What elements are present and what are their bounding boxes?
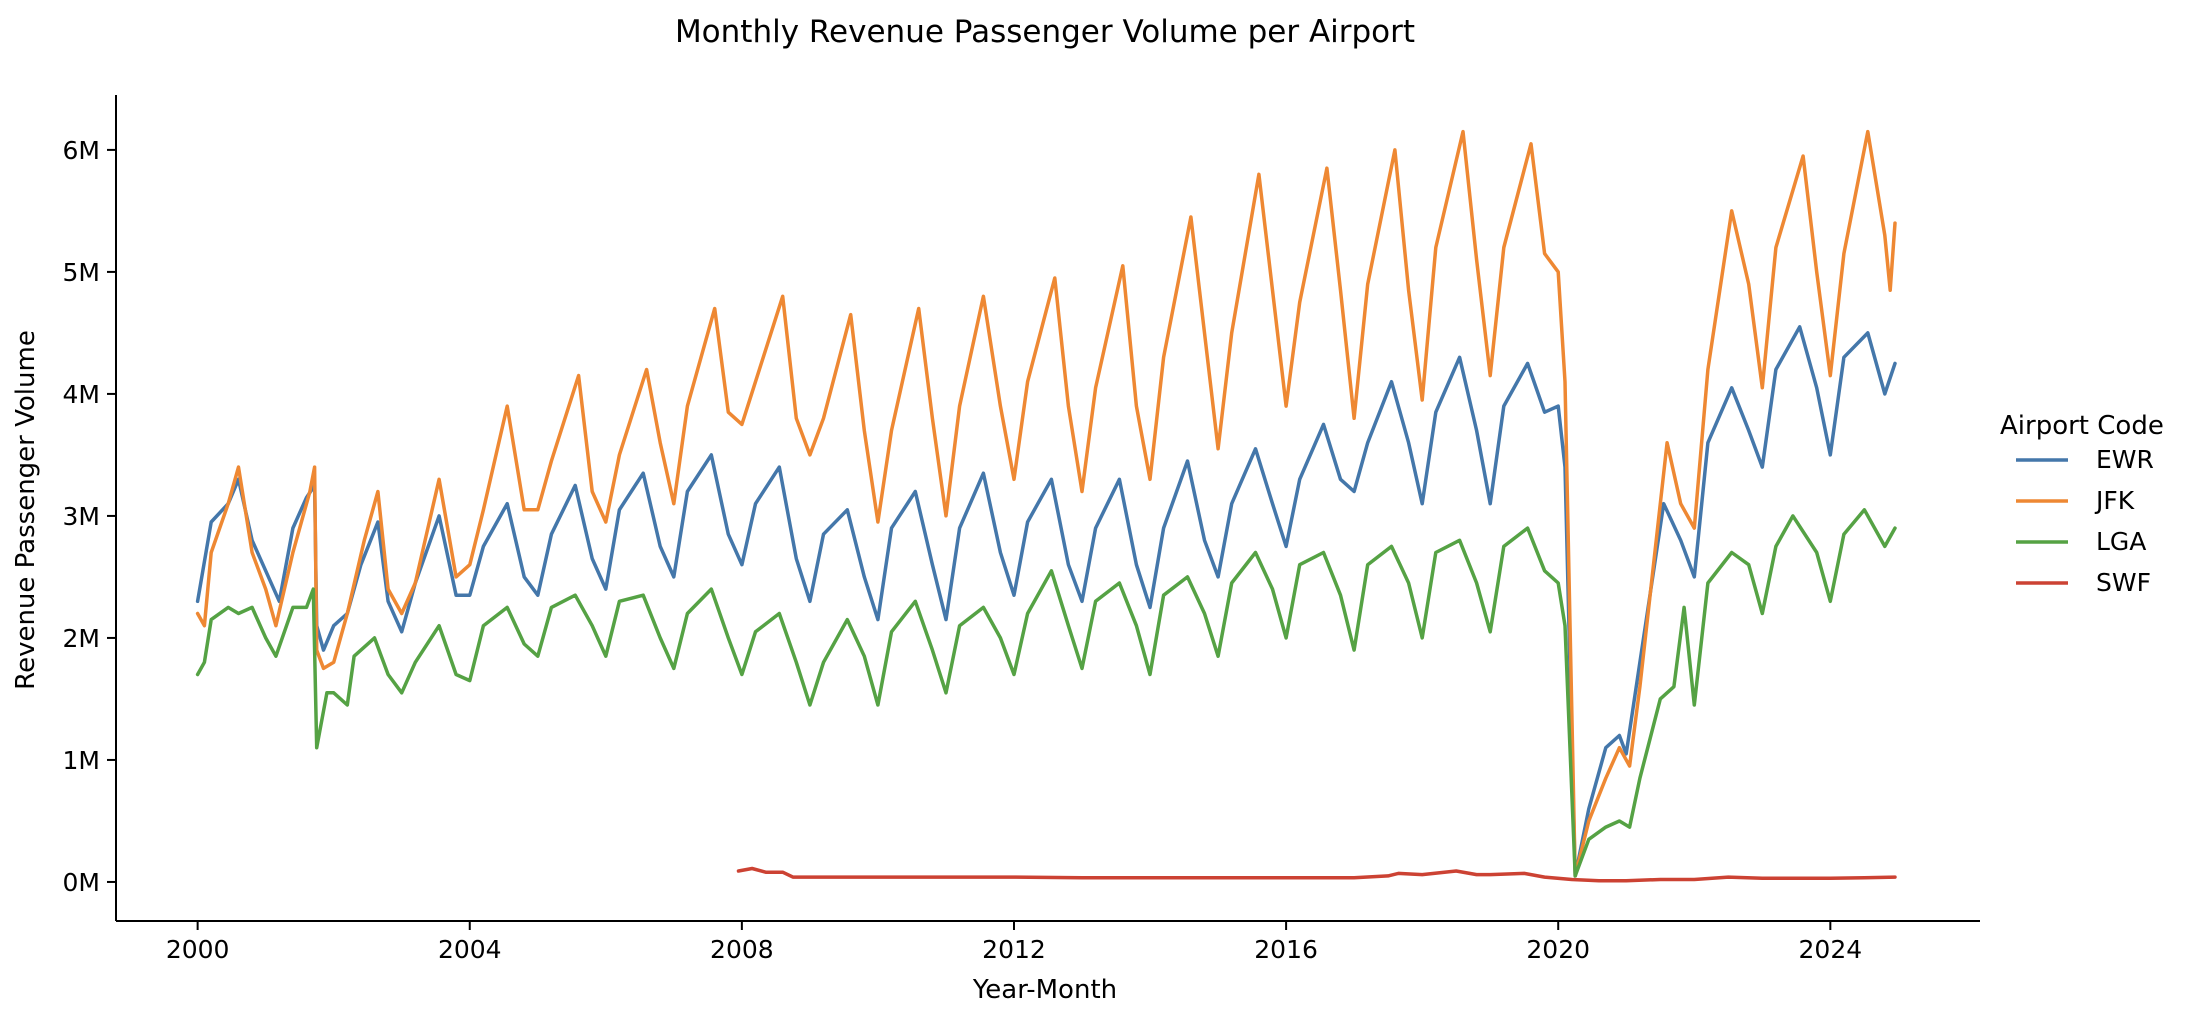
x-axis-ticks: 2000 2004 2008 2012 2016 2020 2024 [166, 921, 1862, 964]
y-tick-label: 5M [63, 258, 100, 287]
legend-label: EWR [2096, 445, 2154, 474]
x-tick-label: 2020 [1526, 935, 1590, 964]
series-line-jfk [195, 129, 1897, 878]
y-tick-label: 2M [63, 624, 100, 653]
series-line-swf [736, 866, 1897, 883]
legend-label: LGA [2096, 527, 2146, 556]
x-tick-label: 2008 [710, 935, 774, 964]
series-layer [195, 129, 1897, 883]
y-tick-label: 4M [63, 380, 100, 409]
legend-item-ewr: EWR [2016, 445, 2154, 474]
x-tick-label: 2016 [1254, 935, 1318, 964]
plot-area: 2000 2004 2008 2012 2016 2020 2024 0M 1M 2M 3M 4M 5… [63, 95, 1980, 964]
x-tick-label: 2024 [1799, 935, 1863, 964]
series-line-ewr [195, 325, 1897, 878]
legend-item-lga: LGA [2016, 527, 2146, 556]
legend-label: SWF [2096, 568, 2151, 597]
legend-item-jfk: JFK [2016, 486, 2135, 515]
x-tick-label: 2004 [438, 935, 502, 964]
series-line-lga [195, 508, 1897, 878]
chart-title: Monthly Revenue Passenger Volume per Air… [675, 14, 1415, 50]
y-tick-label: 6M [63, 136, 100, 165]
legend-title: Airport Code [2000, 411, 2164, 441]
legend: Airport Code EWR JFK LGA SWF [2000, 411, 2164, 597]
x-tick-label: 2000 [166, 935, 230, 964]
x-axis-label: Year-Month [972, 975, 1117, 1005]
y-axis-label: Revenue Passenger Volume [11, 330, 41, 690]
y-tick-label: 3M [63, 502, 100, 531]
y-axis-ticks: 0M 1M 2M 3M 4M 5M 6M [63, 136, 116, 897]
y-tick-label: 1M [63, 746, 100, 775]
y-tick-label: 0M [63, 868, 100, 897]
legend-label: JFK [2094, 486, 2135, 515]
x-tick-label: 2012 [982, 935, 1046, 964]
legend-items: EWR JFK LGA SWF [2016, 445, 2154, 597]
legend-item-swf: SWF [2016, 568, 2151, 597]
